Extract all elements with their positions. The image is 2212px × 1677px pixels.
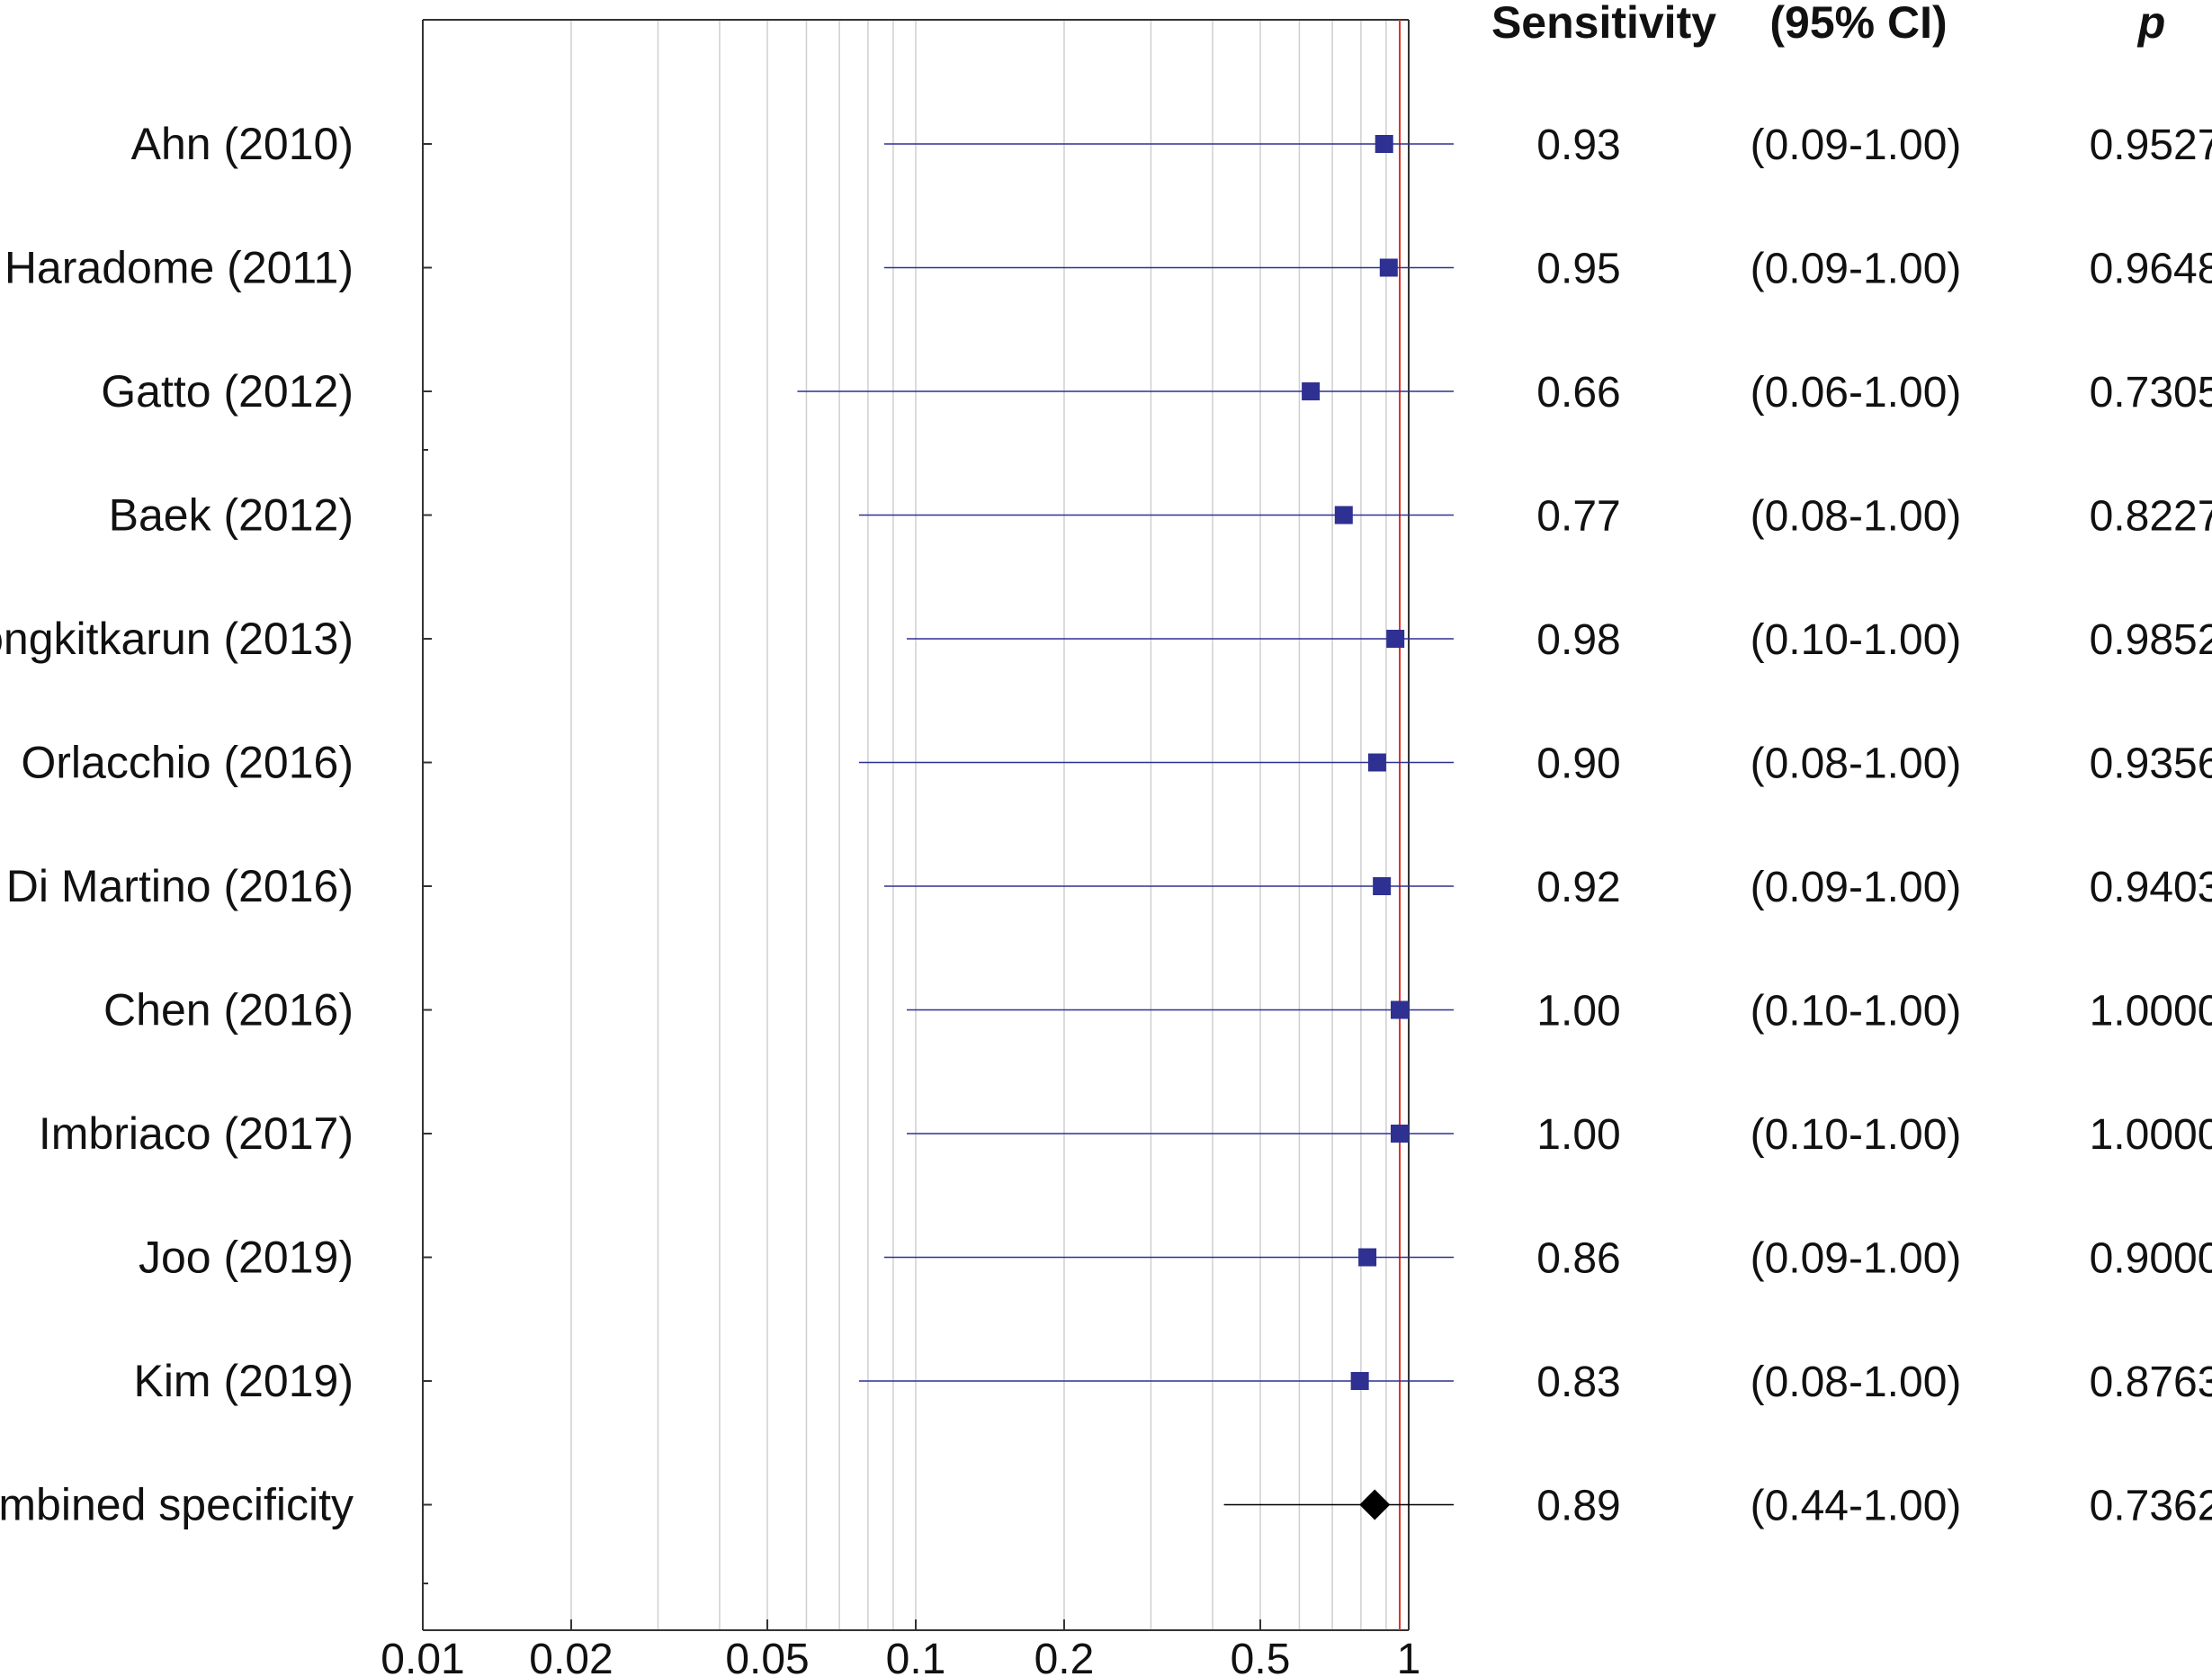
study-label: Baek (2012) <box>109 490 354 541</box>
sensitivity-value: 0.92 <box>1536 864 1620 911</box>
ci-value: (0.06-1.00) <box>1751 369 1962 417</box>
point-marker <box>1350 1372 1369 1390</box>
study-rows: Ahn (2010) 0.93 (0.09-1.00) 0.9527 Haradome … <box>0 119 2212 1530</box>
study-label: Combined specificity <box>0 1480 354 1530</box>
header-p: p <box>2136 0 2166 48</box>
point-marker <box>1386 630 1405 648</box>
sensitivity-value: 0.89 <box>1536 1483 1620 1530</box>
p-value: 0.9852 <box>2090 616 2212 664</box>
study-row: Chen (2016) 1.00 (0.10-1.00) 1.0000 <box>103 985 2212 1036</box>
grid-lines <box>570 20 1387 1630</box>
sensitivity-value: 1.00 <box>1536 988 1620 1036</box>
p-value: 0.9000 <box>2090 1235 2212 1283</box>
sensitivity-value: 1.00 <box>1536 1111 1620 1159</box>
header-ci: (95% CI) <box>1769 0 1947 48</box>
study-row: Gatto (2012) 0.66 (0.06-1.00) 0.7305 <box>101 366 2212 417</box>
x-tick-label: 0.05 <box>725 1636 809 1677</box>
sensitivity-value: 0.93 <box>1536 121 1620 169</box>
study-row: Phongkitkarun (2013) 0.98 (0.10-1.00) 0.985… <box>0 614 2212 664</box>
x-tick-label: 0.01 <box>381 1636 464 1677</box>
point-marker <box>1358 1248 1377 1267</box>
p-value: 0.7362 <box>2090 1483 2212 1530</box>
point-marker <box>1302 382 1321 400</box>
sensitivity-value: 0.66 <box>1536 369 1620 417</box>
sensitivity-value: 0.77 <box>1536 493 1620 541</box>
sensitivity-value: 0.90 <box>1536 740 1620 788</box>
x-tick-label: 0.1 <box>886 1636 946 1677</box>
study-label: Ahn (2010) <box>131 119 354 169</box>
x-tick-label: 0.5 <box>1231 1636 1291 1677</box>
point-marker <box>1391 1000 1409 1019</box>
study-label: Phongkitkarun (2013) <box>0 614 354 664</box>
column-headers: Sensitivity (95% CI) p <box>1491 0 2165 48</box>
p-value: 0.7305 <box>2090 369 2212 417</box>
combined-diamond <box>1359 1489 1391 1520</box>
study-row: Haradome (2011) 0.95 (0.09-1.00) 0.9648 <box>4 243 2212 293</box>
study-row: Joo (2019) 0.86 (0.09-1.00) 0.9000 <box>139 1233 2212 1283</box>
ci-value: (0.08-1.00) <box>1751 740 1962 788</box>
study-label: Kim (2019) <box>133 1356 354 1406</box>
ci-value: (0.08-1.00) <box>1751 1359 1962 1406</box>
ci-value: (0.10-1.00) <box>1751 1111 1962 1159</box>
study-label: Di Martino (2016) <box>6 861 354 911</box>
ci-value: (0.09-1.00) <box>1751 246 1962 293</box>
sensitivity-value: 0.98 <box>1536 616 1620 664</box>
ci-value: (0.09-1.00) <box>1751 121 1962 169</box>
ci-value: (0.10-1.00) <box>1751 616 1962 664</box>
study-row: Ahn (2010) 0.93 (0.09-1.00) 0.9527 <box>131 119 2212 169</box>
header-sensitivity: Sensitivity <box>1491 0 1716 48</box>
p-value: 0.9527 <box>2090 121 2212 169</box>
study-row: Kim (2019) 0.83 (0.08-1.00) 0.8763 <box>133 1356 2212 1406</box>
study-label: Haradome (2011) <box>4 243 354 293</box>
point-marker <box>1373 877 1392 895</box>
study-row: Imbriaco (2017) 1.00 (0.10-1.00) 1.0000 <box>39 1108 2212 1159</box>
study-label: Orlacchio (2016) <box>21 738 354 788</box>
sensitivity-value: 0.83 <box>1536 1359 1620 1406</box>
study-label: Joo (2019) <box>139 1233 354 1283</box>
ci-value: (0.10-1.00) <box>1751 988 1962 1036</box>
p-value: 0.9648 <box>2090 246 2212 293</box>
point-marker <box>1334 506 1353 525</box>
study-label: Gatto (2012) <box>101 366 354 417</box>
study-label: Imbriaco (2017) <box>39 1108 354 1159</box>
ci-value: (0.09-1.00) <box>1751 864 1962 911</box>
ci-value: (0.44-1.00) <box>1751 1483 1962 1530</box>
p-value: 0.8227 <box>2090 493 2212 541</box>
study-label: Chen (2016) <box>103 985 354 1036</box>
point-marker <box>1391 1125 1409 1143</box>
x-tick-label: 0.02 <box>529 1636 613 1677</box>
x-tick-label: 0.2 <box>1034 1636 1095 1677</box>
p-value: 0.9356 <box>2090 740 2212 788</box>
combined-row: Combined specificity 0.89 (0.44-1.00) 0.736… <box>0 1480 2212 1530</box>
plot-axes <box>422 19 1410 1631</box>
p-value: 1.0000 <box>2090 1111 2212 1159</box>
study-row: Baek (2012) 0.77 (0.08-1.00) 0.8227 <box>109 490 2212 541</box>
ci-value: (0.09-1.00) <box>1751 1235 1962 1283</box>
p-value: 0.9403 <box>2090 864 2212 911</box>
p-value: 0.8763 <box>2090 1359 2212 1406</box>
sensitivity-value: 0.95 <box>1536 246 1620 293</box>
point-marker <box>1379 258 1398 277</box>
study-row: Orlacchio (2016) 0.90 (0.08-1.00) 0.9356 <box>21 738 2212 788</box>
p-value: 1.0000 <box>2090 988 2212 1036</box>
study-row: Di Martino (2016) 0.92 (0.09-1.00) 0.9403 <box>6 861 2212 911</box>
sensitivity-value: 0.86 <box>1536 1235 1620 1283</box>
x-axis-ticks: 0.01 0.02 0.05 0.1 0.2 0.5 1 <box>381 1619 1420 1677</box>
point-marker <box>1375 135 1393 153</box>
ci-value: (0.08-1.00) <box>1751 493 1962 541</box>
point-marker <box>1367 753 1386 772</box>
x-tick-label: 1 <box>1397 1636 1421 1677</box>
